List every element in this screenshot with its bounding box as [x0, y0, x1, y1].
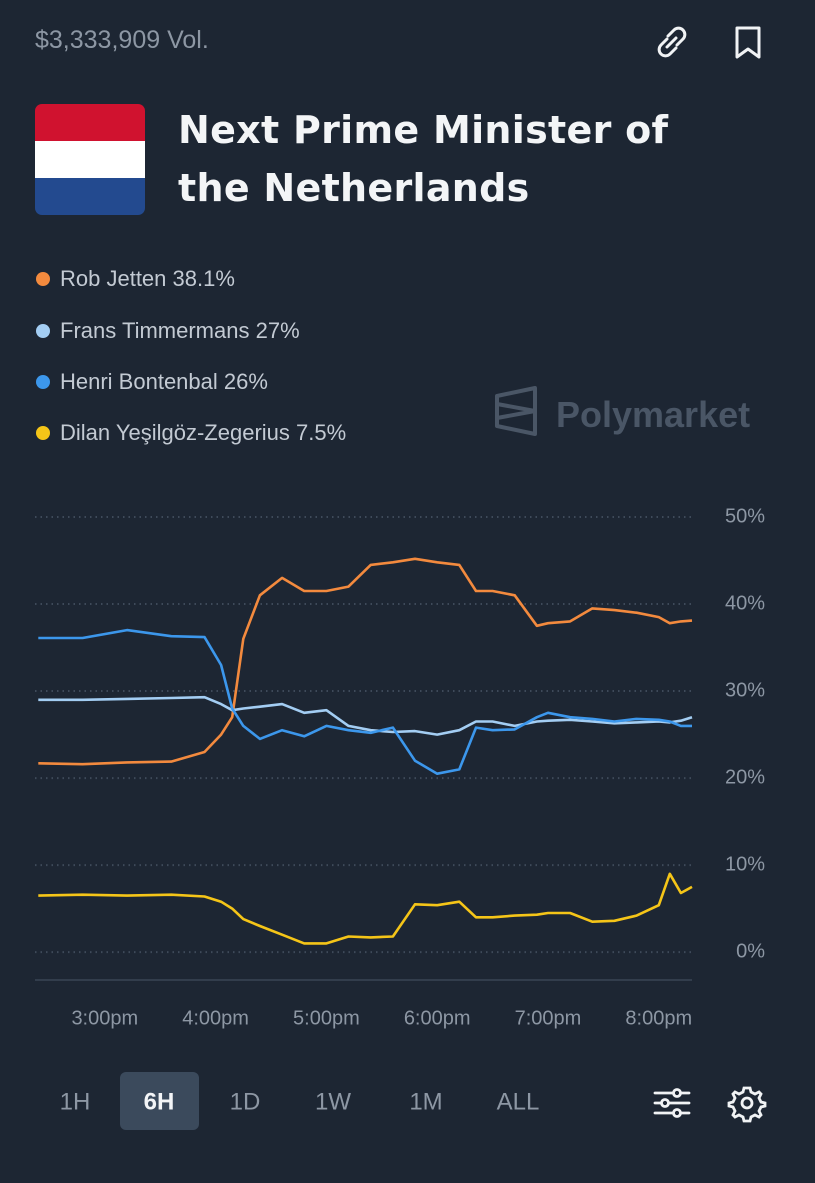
legend-entry: Rob Jetten 38.1%: [60, 266, 235, 292]
range-option[interactable]: 6H: [144, 1088, 175, 1115]
x-tick-label: 4:00pm: [182, 1007, 249, 1029]
brand-logo: [495, 386, 537, 436]
series-line: [38, 872, 693, 945]
range-option[interactable]: ALL: [497, 1088, 540, 1115]
settings-icon[interactable]: [727, 1086, 767, 1123]
legend-entry: Dilan Yeşilgöz-Zegerius 7.5%: [60, 420, 346, 446]
range-option[interactable]: 1H: [60, 1088, 91, 1115]
brand-name: Polymarket: [556, 394, 751, 435]
y-tick-label: 50%: [725, 505, 765, 527]
legend-value: 26%: [223, 369, 268, 394]
legend-entry: Henri Bontenbal 26%: [60, 369, 268, 395]
legend-name: Rob Jetten: [60, 266, 167, 291]
x-tick-label: 5:00pm: [293, 1007, 360, 1029]
legend-dot: [36, 426, 50, 440]
legend-entry: Frans Timmermans 27%: [60, 318, 300, 344]
legend-dot: [36, 324, 50, 338]
legend-dot: [36, 375, 50, 389]
legend-name: Henri Bontenbal: [60, 369, 218, 394]
y-tick-label: 40%: [725, 592, 765, 614]
y-tick-label: 10%: [725, 853, 765, 875]
bookmark-icon[interactable]: [735, 26, 761, 59]
legend-name: Frans Timmermans: [60, 318, 250, 343]
series-line: [38, 628, 692, 775]
legend-name: Dilan Yeşilgöz-Zegerius: [60, 420, 290, 445]
link-icon[interactable]: [657, 26, 687, 58]
x-tick-label: 3:00pm: [71, 1007, 138, 1029]
range-selected-bg: [120, 1072, 199, 1130]
x-tick-label: 6:00pm: [404, 1007, 471, 1029]
y-tick-label: 30%: [725, 679, 765, 701]
filter-icon[interactable]: [653, 1088, 691, 1118]
x-tick-label: 8:00pm: [625, 1007, 692, 1029]
series-line: [38, 695, 693, 736]
flag: [35, 104, 145, 215]
x-tick-label: 7:00pm: [515, 1007, 582, 1029]
y-tick-label: 20%: [725, 766, 765, 788]
range-option[interactable]: 1W: [315, 1088, 351, 1115]
legend-value: 27%: [255, 318, 300, 343]
range-option[interactable]: 1D: [230, 1088, 261, 1115]
legend-value: 38.1%: [172, 266, 235, 291]
series-line: [38, 557, 693, 766]
market-title: Next Prime Minister of the Netherlands: [178, 108, 669, 210]
range-option[interactable]: 1M: [409, 1088, 442, 1115]
volume: $3,333,909 Vol.: [35, 26, 209, 54]
y-tick-label: 0%: [736, 940, 765, 962]
legend-dot: [36, 272, 50, 286]
legend-value: 7.5%: [296, 420, 347, 445]
